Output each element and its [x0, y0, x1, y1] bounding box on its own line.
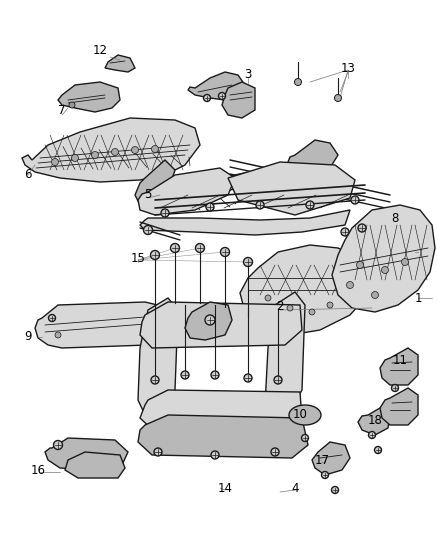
Circle shape: [309, 309, 315, 315]
Circle shape: [244, 374, 252, 382]
Circle shape: [154, 448, 162, 456]
Text: 6: 6: [24, 168, 32, 182]
Polygon shape: [35, 302, 178, 348]
Circle shape: [49, 314, 56, 321]
Circle shape: [374, 447, 381, 454]
Circle shape: [195, 244, 205, 253]
Text: 12: 12: [92, 44, 107, 56]
Circle shape: [358, 224, 366, 232]
Circle shape: [53, 440, 63, 449]
Text: 1: 1: [414, 292, 422, 304]
Circle shape: [381, 266, 389, 273]
Polygon shape: [22, 118, 200, 182]
Polygon shape: [265, 292, 305, 420]
Text: 10: 10: [293, 408, 307, 422]
Circle shape: [152, 146, 159, 152]
Ellipse shape: [289, 405, 321, 425]
Polygon shape: [45, 438, 128, 470]
Polygon shape: [138, 415, 308, 458]
Circle shape: [402, 259, 409, 265]
Polygon shape: [222, 82, 255, 118]
Circle shape: [211, 451, 219, 459]
Polygon shape: [140, 302, 302, 348]
Circle shape: [69, 102, 75, 108]
Text: 11: 11: [392, 353, 407, 367]
Polygon shape: [228, 162, 355, 215]
Text: 2: 2: [276, 301, 284, 313]
Circle shape: [204, 94, 211, 101]
Circle shape: [219, 93, 226, 100]
Text: 3: 3: [244, 69, 252, 82]
Circle shape: [220, 247, 230, 256]
Polygon shape: [105, 55, 135, 72]
Circle shape: [271, 448, 279, 456]
Circle shape: [357, 262, 364, 269]
Circle shape: [327, 302, 333, 308]
Polygon shape: [140, 210, 350, 235]
Circle shape: [301, 434, 308, 441]
Circle shape: [392, 384, 399, 392]
Polygon shape: [240, 245, 370, 335]
Circle shape: [287, 305, 293, 311]
Circle shape: [265, 295, 271, 301]
Text: 14: 14: [218, 481, 233, 495]
Circle shape: [161, 209, 169, 217]
Circle shape: [244, 257, 252, 266]
Circle shape: [351, 196, 359, 204]
Circle shape: [55, 332, 61, 338]
Circle shape: [346, 281, 353, 288]
Circle shape: [306, 201, 314, 209]
Polygon shape: [380, 348, 418, 385]
Circle shape: [206, 203, 214, 211]
Text: 5: 5: [144, 189, 152, 201]
Circle shape: [151, 376, 159, 384]
Text: 18: 18: [367, 414, 382, 426]
Text: 15: 15: [131, 252, 145, 264]
Circle shape: [144, 225, 152, 235]
Circle shape: [170, 244, 180, 253]
Polygon shape: [380, 388, 418, 425]
Text: 13: 13: [341, 61, 356, 75]
Circle shape: [341, 228, 349, 236]
Text: 17: 17: [314, 454, 329, 466]
Text: 16: 16: [31, 464, 46, 477]
Text: 4: 4: [291, 481, 299, 495]
Circle shape: [131, 147, 138, 154]
Circle shape: [211, 371, 219, 379]
Text: 7: 7: [58, 103, 66, 117]
Text: 9: 9: [24, 330, 32, 343]
Polygon shape: [358, 408, 390, 435]
Circle shape: [321, 472, 328, 479]
Circle shape: [256, 201, 264, 209]
Circle shape: [274, 376, 282, 384]
Circle shape: [294, 78, 301, 85]
Text: 8: 8: [391, 212, 399, 224]
Polygon shape: [288, 140, 338, 175]
Polygon shape: [185, 302, 232, 340]
Polygon shape: [138, 168, 235, 215]
Polygon shape: [65, 452, 125, 478]
Circle shape: [112, 149, 119, 156]
Polygon shape: [135, 160, 175, 205]
Circle shape: [368, 432, 375, 439]
Circle shape: [205, 315, 215, 325]
Polygon shape: [140, 390, 302, 435]
Circle shape: [335, 94, 342, 101]
Polygon shape: [332, 205, 435, 312]
Polygon shape: [138, 298, 178, 415]
Polygon shape: [58, 82, 120, 112]
Circle shape: [71, 155, 78, 161]
Circle shape: [151, 251, 159, 260]
Circle shape: [371, 292, 378, 298]
Circle shape: [52, 158, 59, 166]
Circle shape: [181, 371, 189, 379]
Polygon shape: [188, 72, 245, 100]
Polygon shape: [312, 442, 350, 475]
Circle shape: [332, 487, 339, 494]
Circle shape: [92, 151, 99, 158]
